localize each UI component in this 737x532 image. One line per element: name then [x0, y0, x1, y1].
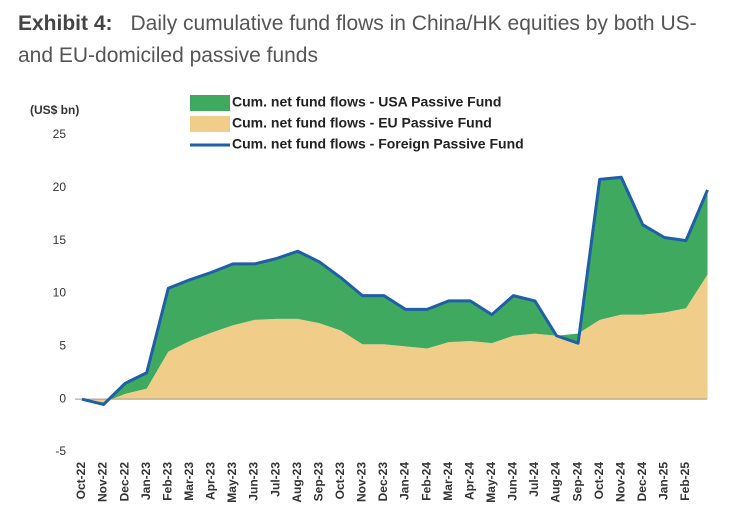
x-tick-label: Feb-23 [160, 462, 174, 501]
legend-label: Cum. net fund flows - EU Passive Fund [232, 115, 492, 131]
x-tick-label: Nov-23 [355, 462, 369, 502]
x-tick-label: Jun-24 [506, 462, 520, 501]
y-tick-label: -5 [55, 444, 66, 458]
x-tick-label: Dec-24 [635, 462, 649, 502]
y-tick-label: 10 [53, 286, 67, 300]
y-tick-label: 0 [59, 391, 66, 405]
x-tick-label: Sep-24 [570, 462, 584, 502]
title: Exhibit 4: Daily cumulative fund flows in… [18, 8, 728, 72]
legend-swatch [190, 95, 230, 111]
x-tick-label: Sep-23 [311, 462, 325, 502]
x-tick-label: Feb-24 [419, 462, 433, 501]
y-tick-label: 25 [53, 127, 67, 141]
x-tick-label: Nov-22 [96, 462, 110, 502]
x-tick-label: May-23 [225, 462, 239, 503]
x-tick-label: Mar-23 [182, 462, 196, 501]
x-tick-label: Jun-23 [247, 462, 261, 501]
x-tick-label: Oct-23 [333, 462, 347, 500]
legend-label: Cum. net fund flows - USA Passive Fund [232, 94, 501, 110]
y-axis-label: (US$ bn) [30, 103, 79, 117]
x-tick-label: Dec-23 [376, 462, 390, 502]
x-tick-label: Dec-22 [117, 462, 131, 502]
x-tick-label: Apr-24 [462, 462, 476, 500]
x-tick-label: Aug-24 [549, 462, 563, 503]
x-tick-label: Jan-23 [139, 462, 153, 500]
line [81, 175, 709, 406]
x-tick-label: Mar-24 [441, 462, 455, 501]
x-tick-label: May-24 [484, 462, 498, 503]
x-tick-label: Apr-23 [204, 462, 218, 500]
y-tick-label: 20 [53, 180, 67, 194]
x-tick-label: Jan-25 [657, 462, 671, 500]
y-tick-label: 5 [59, 339, 66, 353]
x-tick-label: Feb-25 [678, 462, 692, 501]
area [82, 177, 708, 405]
x-tick-label: Aug-23 [290, 462, 304, 503]
x-tick-label: Jul-23 [268, 462, 282, 497]
y-tick-label: 15 [53, 233, 67, 247]
x-tick-label: Jul-24 [527, 462, 541, 497]
legend-label: Cum. net fund flows - Foreign Passive Fu… [232, 136, 524, 152]
exhibit-label: Exhibit 4: [18, 12, 113, 35]
area [82, 274, 708, 403]
x-tick-label: Nov-24 [613, 462, 627, 502]
x-tick-label: Oct-24 [592, 462, 606, 500]
chart-title: Daily cumulative fund flows in China/HK … [18, 12, 697, 67]
x-tick-label: Oct-22 [74, 462, 88, 500]
x-tick-label: Jan-24 [398, 462, 412, 500]
legend-swatch [190, 116, 230, 132]
